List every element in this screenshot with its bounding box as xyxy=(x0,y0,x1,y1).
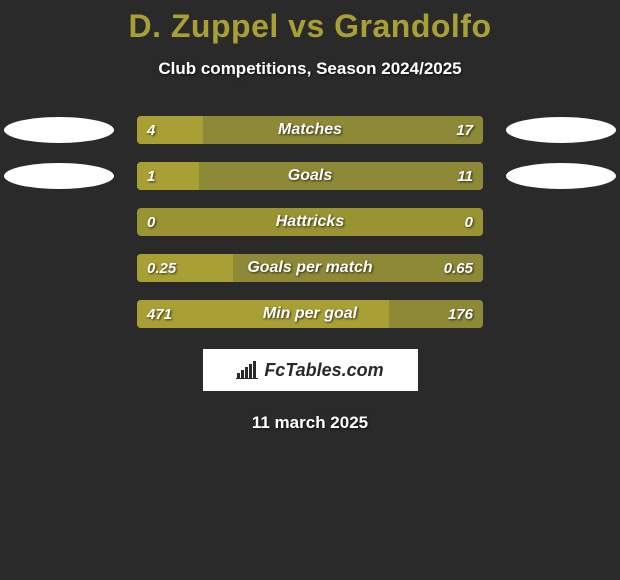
stat-bar-fill-left xyxy=(137,254,233,282)
player-marker-right xyxy=(506,117,616,143)
stat-bar-fill-left xyxy=(137,162,199,190)
stat-row: 111Goals xyxy=(0,153,620,199)
player-marker-right xyxy=(506,163,616,189)
stat-bar: 417Matches xyxy=(137,116,483,144)
stat-label: Hattricks xyxy=(137,208,483,236)
barchart-icon xyxy=(236,361,258,379)
stat-bar-fill-left xyxy=(137,116,203,144)
stat-row: 0.250.65Goals per match xyxy=(0,245,620,291)
brand-box: FcTables.com xyxy=(203,349,418,391)
date-line: 11 march 2025 xyxy=(252,413,368,433)
page-subtitle: Club competitions, Season 2024/2025 xyxy=(158,59,461,79)
stat-row: 417Matches xyxy=(0,107,620,153)
stat-row: 0 0Hattricks xyxy=(0,199,620,245)
stat-value-left: 0 xyxy=(147,208,155,236)
stat-bar-fill-right xyxy=(203,116,483,144)
stat-bar: 111Goals xyxy=(137,162,483,190)
stat-row: 471176Min per goal xyxy=(0,291,620,337)
stat-value-right: 0 xyxy=(465,208,473,236)
stat-bar-fill-right xyxy=(199,162,483,190)
player-marker-left xyxy=(4,117,114,143)
stat-bar-fill-right xyxy=(233,254,483,282)
stat-bar-fill-left xyxy=(137,300,389,328)
brand-label: FcTables.com xyxy=(264,360,383,381)
stat-bar: 0.250.65Goals per match xyxy=(137,254,483,282)
stat-bar: 0 0Hattricks xyxy=(137,208,483,236)
stat-bar-fill-right xyxy=(389,300,483,328)
stat-bar: 471176Min per goal xyxy=(137,300,483,328)
comparison-chart: 417Matches 111Goals 0 0Hattricks 0.250.65Goa… xyxy=(0,107,620,337)
page-title: D. Zuppel vs Grandolfo xyxy=(128,8,491,45)
player-marker-left xyxy=(4,163,114,189)
